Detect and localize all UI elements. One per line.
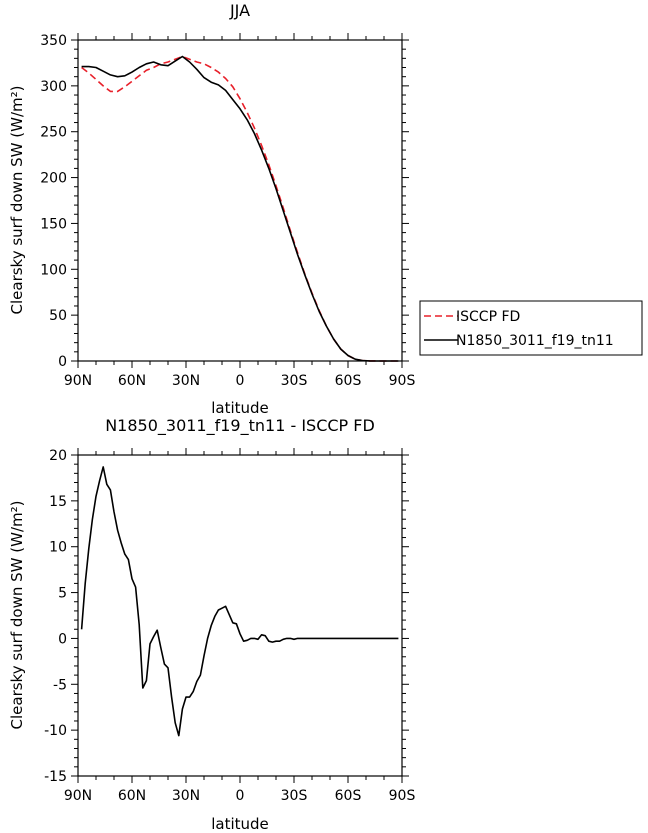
bottom-y-tick-label: -5	[53, 677, 67, 693]
top-x-axis-ticks: 90N 60N 30N 0 30S 60S 90S	[64, 33, 416, 389]
bottom-y-axis-title: Clearsky surf down SW (W/m²)	[8, 501, 26, 730]
top-y-tick-label: 150	[40, 216, 67, 232]
bottom-y-tick-label: 20	[49, 448, 67, 464]
bottom-y-tick-label: 10	[49, 540, 67, 556]
top-y-tick-label: 0	[58, 354, 67, 370]
legend-label-isccp-fd: ISCCP FD	[456, 309, 520, 325]
top-y-tick-label: 200	[40, 171, 67, 187]
top-y-axis-ticks: 0 50 100 150 200 250 300 350	[40, 33, 409, 370]
top-y-tick-label: 50	[49, 308, 67, 324]
bottom-x-axis-title: latitude	[211, 815, 269, 833]
bottom-y-tick-label: 5	[58, 586, 67, 602]
top-y-tick-label: 250	[40, 125, 67, 141]
bottom-x-tick-label: 90S	[389, 788, 416, 804]
top-series-line-1	[81, 55, 399, 362]
bottom-x-tick-label: 90N	[64, 788, 92, 804]
top-x-tick-label: 60S	[335, 373, 362, 389]
top-x-tick-label: 30N	[172, 373, 200, 389]
top-series-line-0	[81, 55, 399, 362]
bottom-x-tick-label: 60N	[118, 788, 146, 804]
legend-label-model: N1850_3011_f19_tn11	[456, 333, 614, 349]
top-x-tick-label: 90S	[389, 373, 416, 389]
bottom-x-tick-label: 60S	[335, 788, 362, 804]
bottom-plot-frame	[77, 454, 403, 777]
bottom-chart-panel: N1850_3011_f19_tn11 - ISCCP FD -15 -10 -5 0…	[8, 416, 415, 833]
bottom-y-axis-ticks: -15 -10 -5 0 5 10 15 20	[44, 448, 409, 785]
top-y-tick-label: 300	[40, 79, 67, 95]
top-chart-panel: JJA 0 50 100 150 200 250 300 350 90N 60N 30N 0 30S 6…	[8, 1, 415, 417]
top-x-tick-label: 30S	[281, 373, 308, 389]
top-y-tick-label: 350	[40, 33, 67, 49]
bottom-series-line-0	[80, 466, 399, 737]
bottom-series-group	[80, 466, 399, 737]
bottom-y-tick-label: 15	[49, 494, 67, 510]
bottom-y-tick-label: -15	[44, 769, 67, 785]
bottom-y-tick-label: -10	[44, 723, 67, 739]
top-plot-frame	[77, 39, 403, 362]
top-chart-title: JJA	[229, 1, 250, 20]
top-x-axis-title: latitude	[211, 399, 269, 417]
legend-box	[419, 300, 643, 356]
top-series-group	[81, 55, 399, 362]
legend: ISCCP FD N1850_3011_f19_tn11	[419, 300, 643, 356]
top-x-tick-label: 90N	[64, 373, 92, 389]
bottom-x-tick-label: 0	[236, 788, 245, 804]
top-y-tick-label: 100	[40, 262, 67, 278]
bottom-y-tick-label: 0	[58, 631, 67, 647]
bottom-x-tick-label: 30S	[281, 788, 308, 804]
top-x-tick-label: 0	[236, 373, 245, 389]
bottom-x-tick-label: 30N	[172, 788, 200, 804]
bottom-x-axis-ticks: 90N 60N 30N 0 30S 60S 90S	[64, 448, 416, 804]
top-x-tick-label: 60N	[118, 373, 146, 389]
top-y-axis-title: Clearsky surf down SW (W/m²)	[8, 86, 26, 315]
bottom-chart-title: N1850_3011_f19_tn11 - ISCCP FD	[105, 416, 375, 436]
